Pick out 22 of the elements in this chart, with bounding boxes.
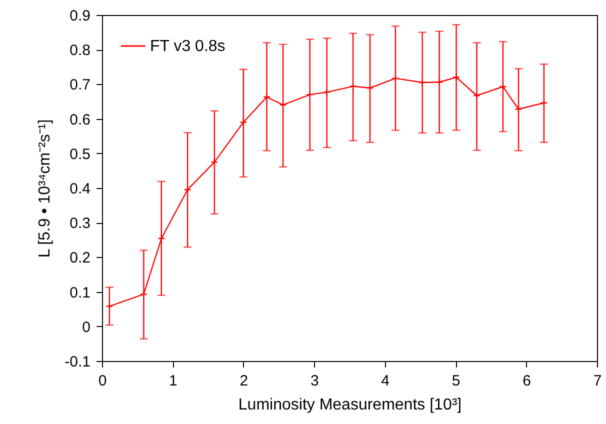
y-tick-label: 0.5 [70, 146, 90, 163]
x-tick-label: 3 [310, 372, 319, 390]
x-tick-label: 2 [240, 372, 248, 390]
y-tick-label: -0.1 [64, 354, 90, 370]
y-tick-label: 0.1 [70, 284, 90, 302]
x-tick-label: 4 [381, 372, 390, 390]
x-tick-label: 7 [593, 372, 602, 390]
x-tick-label: 5 [452, 372, 460, 390]
x-axis-title: Luminosity Measurements [10³] [238, 396, 462, 414]
x-tick-label: 0 [98, 372, 107, 390]
y-tick-label: 0.9 [70, 8, 90, 24]
y-tick-label: 0.6 [70, 111, 90, 128]
y-tick-label: 0.3 [70, 215, 90, 232]
y-tick-label: 0.8 [70, 42, 90, 60]
x-tick-label: 6 [522, 372, 531, 390]
legend-label: FT v3 0.8s [150, 38, 226, 55]
x-tick-label: 1 [169, 372, 178, 390]
y-axis-title: L [5.9 • 10³⁴cm⁻²s⁻¹] [36, 119, 54, 258]
y-tick-label: 0.7 [70, 76, 90, 94]
y-tick-label: 0.2 [70, 250, 90, 267]
y-tick-label: 0 [82, 318, 90, 336]
y-tick-label: 0.4 [70, 180, 90, 198]
